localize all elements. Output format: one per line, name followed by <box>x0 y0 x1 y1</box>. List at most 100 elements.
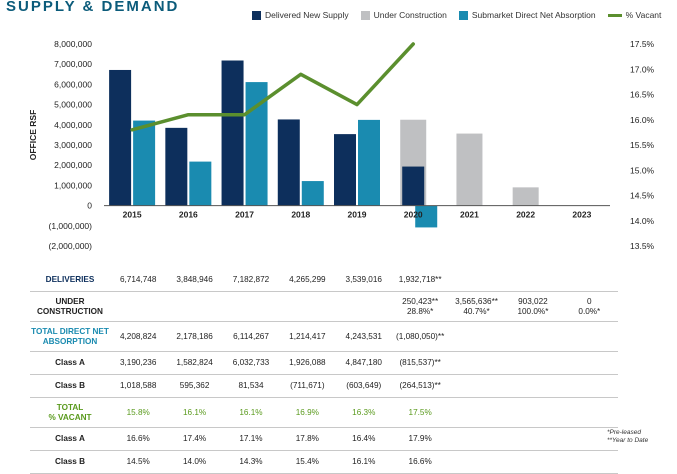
bar-absorption <box>189 161 212 206</box>
table-cell: 17.1% <box>222 427 280 451</box>
x-tick-label: 2017 <box>235 210 254 220</box>
table-row: Class B 14.5% 14.0% 14.3% 15.4% 16.1% 16.6% <box>30 450 618 474</box>
table-cell: (264,513)** <box>391 374 449 398</box>
table-cell <box>448 397 505 428</box>
table-cell: (711,671) <box>279 374 336 398</box>
row-label: TOTAL DIRECT NET ABSORPTION <box>30 321 110 352</box>
chart-title: SUPPLY & DEMAND <box>6 0 180 15</box>
bar-delivered <box>402 166 425 206</box>
y2-tick-label: 14.5% <box>630 191 655 201</box>
footnote-preleased: *Pre-leased <box>607 429 641 436</box>
legend-swatch-absorption <box>458 10 468 20</box>
table-row: TOTAL DIRECT NET ABSORPTION 4,208,824 2,178… <box>30 321 618 352</box>
y-tick-label: 4,000,000 <box>54 120 92 130</box>
bar-absorption <box>133 120 156 206</box>
bar-absorption <box>415 205 438 228</box>
y-tick-label: 6,000,000 <box>54 79 92 89</box>
y-tick-label: 1,000,000 <box>54 180 92 190</box>
table-cell: 81,534 <box>222 374 280 398</box>
row-label: TOTAL% VACANT <box>30 397 110 428</box>
table-cell <box>561 269 618 292</box>
table-cell: 16.6% <box>391 450 449 474</box>
legend-swatch-vacant <box>607 13 622 17</box>
table-cell: 16.1% <box>222 397 280 428</box>
bar-under-construction <box>512 187 539 206</box>
chart-plot: OFFICE RSF 8,000,000 7,000,000 6,000,000 5,0… <box>28 39 655 251</box>
y2-tick-label: 16.0% <box>630 115 655 125</box>
table-cell: 17.4% <box>166 427 223 451</box>
table-cell: 6,714,748 <box>110 269 167 292</box>
data-table: DELIVERIES 6,714,748 3,848,946 7,182,872 4,2… <box>30 269 618 474</box>
table-cell: (1,080,050)** <box>391 321 449 352</box>
legend-swatch-under-construction <box>360 10 370 20</box>
table-cell: 16.4% <box>335 427 392 451</box>
table-cell <box>561 321 618 352</box>
table-cell <box>448 269 505 292</box>
table-row: DELIVERIES 6,714,748 3,848,946 7,182,872 4,2… <box>30 269 618 292</box>
table-row: Class A 16.6% 17.4% 17.1% 17.8% 16.4% 17.9% <box>30 427 618 451</box>
legend-item-absorption: Submarket Direct Net Absorption <box>458 10 596 20</box>
table-cell <box>561 374 618 398</box>
bar-under-construction <box>456 133 483 206</box>
table-cell: 17.8% <box>279 427 336 451</box>
table-cell: 7,182,872 <box>222 269 280 292</box>
table-cell <box>561 450 618 474</box>
data-table-body: DELIVERIES 6,714,748 3,848,946 7,182,872 4,2… <box>30 269 618 474</box>
table-cell: (815,537)** <box>391 351 449 375</box>
table-cell <box>448 351 505 375</box>
table-cell <box>335 291 392 322</box>
row-label: Class A <box>30 427 110 451</box>
table-cell: 14.3% <box>222 450 280 474</box>
table-cell: 6,114,267 <box>222 321 280 352</box>
table-cell: 595,362 <box>166 374 223 398</box>
y-tick-label: 7,000,000 <box>54 59 92 69</box>
legend-item-under-construction: Under Construction <box>360 10 447 20</box>
row-label: Class B <box>30 450 110 474</box>
table-cell: 3,848,946 <box>166 269 223 292</box>
table-cell <box>561 397 618 428</box>
table-cell: 15.4% <box>279 450 336 474</box>
line-vacancy <box>130 42 415 132</box>
table-cell <box>504 427 562 451</box>
y2-tick-label: 15.0% <box>630 165 655 175</box>
footnote-ytd: **Year to Date <box>607 437 649 444</box>
table-cell: 16.3% <box>335 397 392 428</box>
legend-item-vacant: % Vacant <box>607 10 661 20</box>
table-cell <box>504 351 562 375</box>
table-cell <box>279 291 336 322</box>
table-cell: 15.8% <box>110 397 167 428</box>
table-cell <box>561 351 618 375</box>
table-cell: 0 0.0%* <box>561 291 618 322</box>
table-cell: 2,178,186 <box>166 321 223 352</box>
table-cell: 250,423** 28.8%* <box>391 291 449 322</box>
table-cell: 17.9% <box>391 427 449 451</box>
y-axis-label: OFFICE RSF <box>28 110 38 161</box>
bar-delivered <box>221 60 244 206</box>
table-row: UNDER CONSTRUCTION 250,423** 28.8%* 3,565,63… <box>30 291 618 322</box>
bar-delivered <box>109 69 132 206</box>
bar-absorption <box>301 181 324 206</box>
table-cell: 1,582,824 <box>166 351 223 375</box>
legend-item-delivered: Delivered New Supply <box>252 10 349 20</box>
table-cell <box>504 374 562 398</box>
table-cell <box>561 427 618 451</box>
table-cell <box>448 374 505 398</box>
table-cell <box>110 291 167 322</box>
x-tick-label: 2015 <box>123 210 142 220</box>
y-tick-label: 0 <box>87 201 92 211</box>
y-tick-label: 8,000,000 <box>54 39 92 49</box>
table-cell: 17.5% <box>391 397 449 428</box>
table-row: TOTAL% VACANT 15.8% 16.1% 16.1% 16.9% 16.3% 17… <box>30 397 618 428</box>
legend-label-under-construction: Under Construction <box>373 10 447 20</box>
bar-absorption <box>245 82 268 206</box>
y-tick-label: (1,000,000) <box>49 221 93 231</box>
x-tick-label: 2023 <box>572 210 591 220</box>
legend-swatch-delivered <box>252 10 261 20</box>
y-tick-label: (2,000,000) <box>49 241 93 251</box>
table-cell: 1,018,588 <box>110 374 167 398</box>
table-cell: 1,932,718** <box>391 269 449 292</box>
x-tick-label: 2016 <box>179 210 198 220</box>
bar-delivered <box>277 119 300 206</box>
y-tick-label: 3,000,000 <box>54 140 92 150</box>
y-tick-label: 5,000,000 <box>54 100 92 110</box>
